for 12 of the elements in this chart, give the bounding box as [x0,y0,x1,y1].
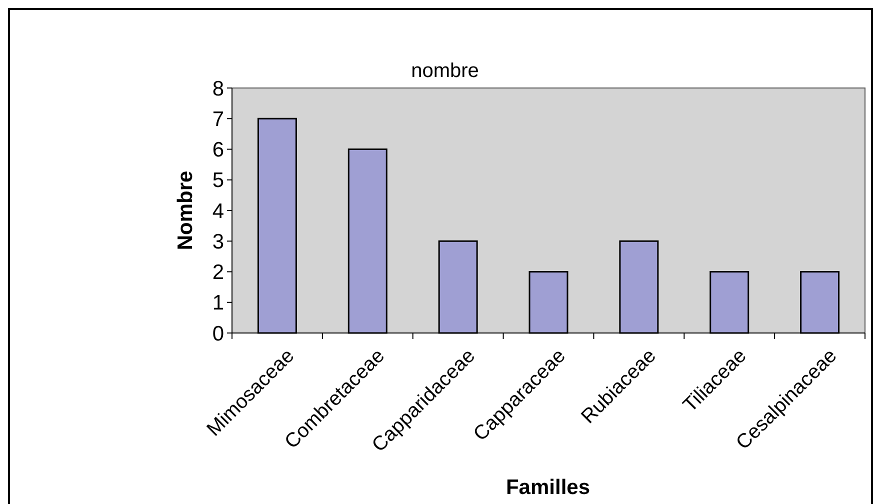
y-tick-label: 1 [212,292,224,315]
y-tick-label: 8 [212,77,224,100]
y-tick-label: 5 [212,169,224,192]
y-tick-label: 4 [212,200,224,223]
x-axis-title: Familles [506,476,590,499]
y-tick-label: 7 [212,108,224,131]
y-tick-label: 6 [212,138,224,162]
y-axis-title: Nombre [174,170,197,250]
y-tick-label: 3 [212,230,224,254]
y-tick-label: 2 [212,261,224,284]
chart-title: nombre [411,60,479,82]
y-tick-label: 0 [212,322,224,346]
